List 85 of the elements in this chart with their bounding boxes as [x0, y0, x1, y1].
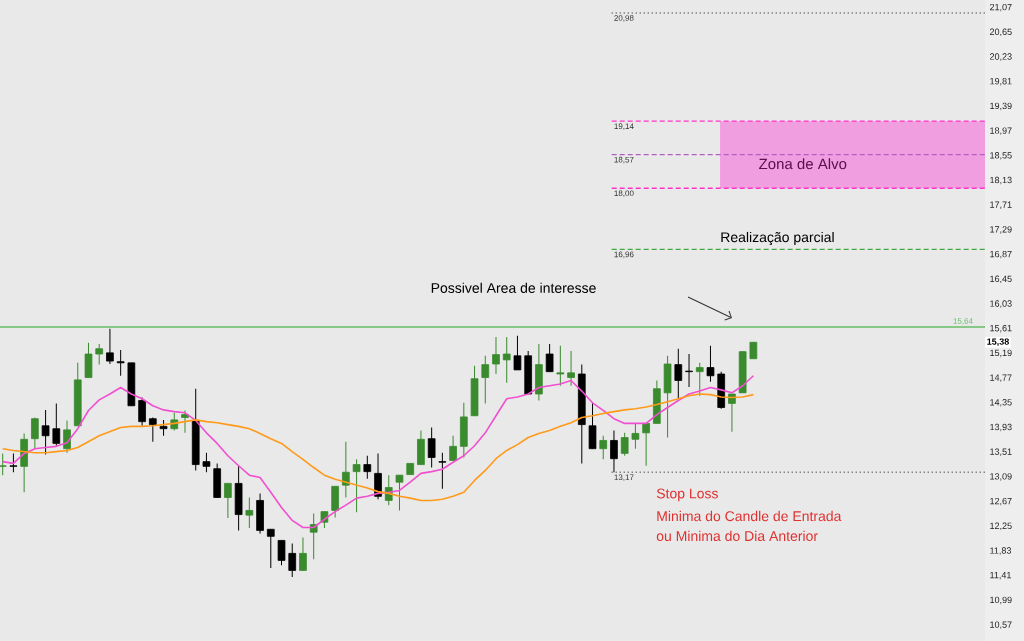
y-tick-label: 20,23 [990, 53, 1012, 61]
candlestick [610, 429, 618, 473]
candlestick [492, 336, 500, 375]
candlestick [513, 335, 522, 371]
y-tick-label: 19,39 [990, 102, 1012, 111]
y-tick-label: 13,51 [990, 448, 1012, 456]
y-tick-label: 13,09 [990, 473, 1012, 481]
candlestick [620, 432, 629, 457]
y-tick-label: 20,65 [990, 28, 1012, 37]
y-tick-label: 13,93 [990, 423, 1012, 432]
annotation: Realização parcial [721, 231, 834, 245]
candlestick [685, 353, 693, 388]
y-tick-label: 17,29 [990, 226, 1012, 234]
candlestick [427, 427, 436, 469]
ref-line-label: 15,64 [953, 318, 973, 325]
candlestick [52, 402, 61, 447]
y-tick-label: 10,57 [990, 621, 1012, 629]
candlestick [706, 345, 715, 383]
candlestick [695, 362, 704, 397]
y-tick-label: 11,41 [990, 572, 1011, 580]
candlestick [0, 452, 7, 476]
y-tick-label: 12,25 [990, 522, 1012, 531]
y-tick-label: 17,71 [990, 201, 1012, 209]
candlestick [674, 348, 683, 400]
candlestick [288, 542, 297, 578]
candlestick [363, 455, 372, 480]
candlestick [63, 419, 71, 454]
candlestick [266, 528, 275, 569]
candlestick [224, 482, 232, 519]
candlestick [116, 349, 125, 377]
candlestick [181, 409, 189, 434]
candlestick [41, 409, 50, 456]
candlestick [352, 458, 361, 513]
annotation: Stop Loss [656, 488, 718, 502]
y-tick-label: 15,19 [990, 349, 1012, 358]
y-tick-label: 18,55 [990, 152, 1012, 160]
candlestick [148, 417, 157, 443]
candlestick [395, 474, 404, 511]
y-tick-label: 10,99 [990, 596, 1012, 605]
ref-line-label: 19,14 [614, 123, 634, 130]
ref-line-label: 18,00 [614, 190, 634, 197]
annotation: Possivel Area de interesse [431, 282, 596, 293]
candlestick [84, 342, 93, 379]
ref-line-label: 18,57 [614, 156, 634, 164]
candlestick [588, 402, 597, 450]
y-tick-label: 12,67 [990, 497, 1012, 506]
y-tick-label: 16,87 [990, 250, 1012, 259]
y-tick-label: 11,83 [990, 547, 1012, 555]
band-label: Zona de Alvo [759, 158, 847, 170]
candlestick [299, 537, 307, 571]
ref-line-label: 16,96 [614, 251, 634, 259]
ref-line-label: 13,17 [614, 474, 634, 482]
candlestick [631, 422, 640, 450]
candlestick [138, 397, 146, 427]
candlestick [728, 393, 736, 433]
candlestick [438, 452, 447, 490]
ref-line-label: 20,98 [614, 15, 634, 22]
candlestick [106, 328, 114, 365]
y-tick-label: 18,13 [990, 176, 1012, 185]
candlestick [545, 343, 554, 373]
candlestick [567, 350, 575, 387]
candlestick [642, 422, 650, 467]
candlestick [31, 417, 39, 450]
candlestick [449, 435, 457, 461]
candlestick [95, 343, 104, 366]
candlestick [556, 345, 565, 387]
y-tick-label: 21,07 [990, 3, 1012, 12]
y-tick-label: 14,35 [990, 399, 1012, 407]
candlestick [202, 452, 211, 473]
candlestick [277, 539, 286, 566]
candlestick [245, 497, 254, 529]
candlestick [599, 435, 608, 460]
y-tick-label: 18,97 [990, 127, 1012, 135]
y-tick-label: 16,45 [990, 275, 1012, 284]
annotation: Minima do Candle de Entrada [657, 510, 842, 522]
annotation: 15,38 [987, 338, 1009, 347]
candlestick [502, 336, 511, 384]
candlestick [481, 355, 490, 404]
candlestick [342, 441, 350, 499]
y-tick-label: 14,77 [990, 374, 1012, 382]
y-tick-label: 16,03 [990, 300, 1012, 308]
candlestick [9, 452, 18, 473]
y-tick-label: 15,61 [990, 325, 1012, 333]
y-tick-label: 19,81 [990, 78, 1012, 86]
annotation: ou Minima do Dia Anterior [656, 530, 818, 542]
